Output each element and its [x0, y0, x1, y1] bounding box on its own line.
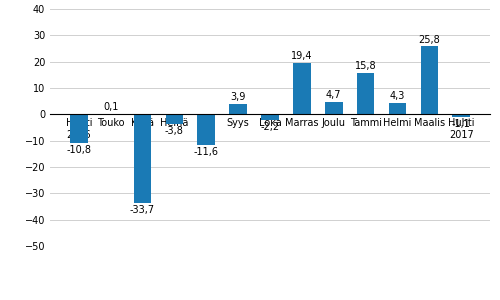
- Text: 15,8: 15,8: [355, 61, 376, 71]
- Text: -3,8: -3,8: [165, 126, 184, 136]
- Bar: [293, 63, 310, 114]
- Bar: [198, 114, 215, 145]
- Bar: [134, 114, 152, 203]
- Bar: [357, 73, 374, 114]
- Text: 3,9: 3,9: [230, 92, 246, 102]
- Text: -33,7: -33,7: [130, 205, 155, 215]
- Bar: [70, 114, 87, 143]
- Bar: [420, 46, 438, 114]
- Text: -10,8: -10,8: [66, 145, 92, 154]
- Text: 25,8: 25,8: [418, 34, 440, 44]
- Text: 19,4: 19,4: [291, 51, 312, 62]
- Bar: [166, 114, 183, 124]
- Bar: [261, 114, 279, 120]
- Text: 4,7: 4,7: [326, 90, 342, 100]
- Text: -2,2: -2,2: [260, 122, 280, 132]
- Text: -11,6: -11,6: [194, 147, 219, 157]
- Text: 0,1: 0,1: [103, 102, 118, 112]
- Bar: [325, 102, 342, 114]
- Bar: [388, 103, 406, 114]
- Text: -1,1: -1,1: [452, 119, 470, 129]
- Bar: [230, 104, 247, 114]
- Bar: [452, 114, 470, 117]
- Text: 4,3: 4,3: [390, 91, 405, 101]
